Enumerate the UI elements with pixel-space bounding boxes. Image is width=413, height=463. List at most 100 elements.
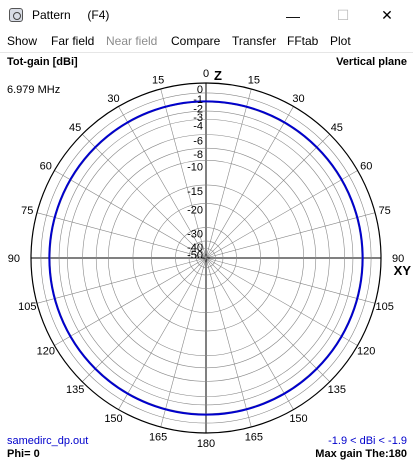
close-button[interactable]: ✕ (364, 0, 410, 31)
angle-label: 15 (248, 74, 260, 86)
frequency-label: 6.979 MHz (7, 84, 61, 96)
menu-transfer[interactable]: Transfer (232, 34, 277, 48)
z-axis-label: Z (214, 68, 222, 83)
ring-label: -40 (187, 242, 203, 254)
title-bar: Pattern (F4) — ☐ ✕ (0, 0, 413, 31)
menu-bar: Show Far field Near field Compare Transf… (0, 31, 413, 53)
menu-near-field[interactable]: Near field (106, 34, 158, 48)
window-title-key: (F4) (87, 8, 110, 22)
ring-label: -1 (193, 94, 203, 106)
maximize-button[interactable]: ☐ (320, 0, 366, 31)
menu-far-field[interactable]: Far field (51, 34, 95, 48)
angle-grid-line (118, 257, 207, 410)
angle-label: 60 (360, 161, 372, 173)
xy-axis-label: XY (394, 263, 412, 278)
angle-label: 75 (379, 205, 391, 217)
menu-show[interactable]: Show (7, 34, 38, 48)
ring-grid-line (107, 159, 305, 357)
angle-grid-line (160, 88, 207, 259)
angle-label: 120 (37, 346, 55, 358)
angle-label: 45 (331, 122, 343, 134)
app-icon (9, 8, 23, 22)
gain-range-label: -1.9 < dBi < -1.9 (328, 435, 407, 447)
menu-fftab[interactable]: FFtab (287, 34, 319, 48)
filename-label: samedirc_dp.out (7, 435, 89, 447)
angle-grid-line (205, 257, 376, 304)
menu-plot[interactable]: Plot (330, 34, 351, 48)
phi-label: Phi= 0 (7, 448, 40, 460)
angle-label: 90 (8, 253, 20, 265)
angle-grid-line (205, 257, 252, 428)
window-title: Pattern (F4) (32, 8, 109, 22)
ring-label: -3 (193, 112, 203, 124)
angle-grid-line (160, 257, 207, 428)
angle-label: 150 (289, 413, 307, 425)
ring-label: -30 (187, 229, 203, 241)
angle-label: 135 (328, 384, 346, 396)
angle-label: 0 (203, 68, 209, 80)
angle-label: 105 (18, 301, 36, 313)
ring-grid-line (151, 203, 261, 313)
angle-label: 165 (245, 432, 263, 444)
angle-label: 30 (292, 93, 304, 105)
ring-grid-line (196, 248, 216, 268)
ring-grid-line (132, 184, 280, 332)
ring-grid-line (95, 147, 317, 369)
angle-label: 120 (357, 346, 375, 358)
angle-label: 90 (392, 253, 404, 265)
angle-grid-line (36, 257, 207, 304)
ring-label: -50 (187, 249, 203, 261)
polar-chart: 0-1-2-3-4-6-8-10-15-20-30-40-50015304560… (8, 68, 412, 450)
window-title-text: Pattern (32, 8, 71, 22)
quantity-label: Tot-gain [dBi] (7, 56, 78, 68)
pattern-plot-area: Tot-gain [dBi] Vertical plane 6.979 MHz … (0, 52, 413, 463)
angle-grid-line (82, 134, 207, 259)
angle-grid-line (205, 212, 376, 259)
angle-grid-line (82, 257, 207, 382)
angle-label: 60 (40, 161, 52, 173)
minimize-button[interactable]: — (270, 0, 316, 31)
gain-pattern-trace (48, 100, 364, 416)
angle-grid-line (205, 257, 358, 346)
menu-compare[interactable]: Compare (171, 34, 221, 48)
angle-grid-line (205, 88, 252, 259)
ring-grid-line (67, 119, 345, 397)
ring-label: -4 (193, 120, 203, 132)
max-gain-label: Max gain The:180 (315, 448, 407, 460)
angle-grid-line (205, 257, 330, 382)
ring-label: -2 (193, 103, 203, 115)
ring-grid-line (188, 240, 224, 276)
ring-grid-line (58, 110, 354, 406)
angle-label: 75 (21, 205, 33, 217)
ring-label: 0 (197, 84, 203, 96)
close-icon: ✕ (381, 7, 393, 23)
ring-grid-line (40, 92, 372, 424)
angle-grid-line (205, 170, 358, 259)
angle-label: 45 (69, 122, 81, 134)
angle-label: 15 (152, 74, 164, 86)
ring-grid-line (175, 227, 237, 289)
angle-grid-line (118, 106, 207, 259)
maximize-icon: ☐ (336, 7, 350, 23)
angle-label: 30 (107, 93, 119, 105)
ring-label: -10 (187, 161, 203, 173)
angle-grid-line (205, 134, 330, 259)
angle-label: 180 (197, 438, 215, 450)
angle-label: 150 (104, 413, 122, 425)
ring-label: -8 (193, 149, 203, 161)
angle-grid-line (36, 212, 207, 259)
angle-grid-line (205, 257, 294, 410)
plane-label: Vertical plane (336, 56, 407, 68)
angle-label: 165 (149, 432, 167, 444)
angle-grid-line (54, 257, 207, 346)
ring-label: -20 (187, 204, 203, 216)
ring-label: -6 (193, 136, 203, 148)
angle-label: 105 (376, 301, 394, 313)
angle-grid-line (205, 106, 294, 259)
angle-grid-line (54, 170, 207, 259)
ring-label: -15 (187, 186, 203, 198)
minimize-icon: — (286, 7, 300, 24)
ring-grid-line (82, 134, 330, 382)
ring-grid-line (30, 82, 382, 434)
angle-label: 135 (66, 384, 84, 396)
